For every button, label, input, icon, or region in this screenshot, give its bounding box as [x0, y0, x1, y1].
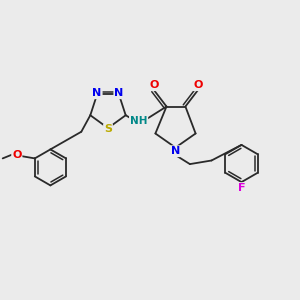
Text: N: N: [92, 88, 102, 98]
Text: O: O: [193, 80, 203, 90]
Text: S: S: [104, 124, 112, 134]
Text: O: O: [12, 149, 22, 160]
Text: N: N: [114, 88, 124, 98]
Text: N: N: [171, 146, 180, 156]
Text: O: O: [149, 80, 159, 90]
Text: NH: NH: [130, 116, 147, 126]
Text: F: F: [238, 183, 245, 193]
